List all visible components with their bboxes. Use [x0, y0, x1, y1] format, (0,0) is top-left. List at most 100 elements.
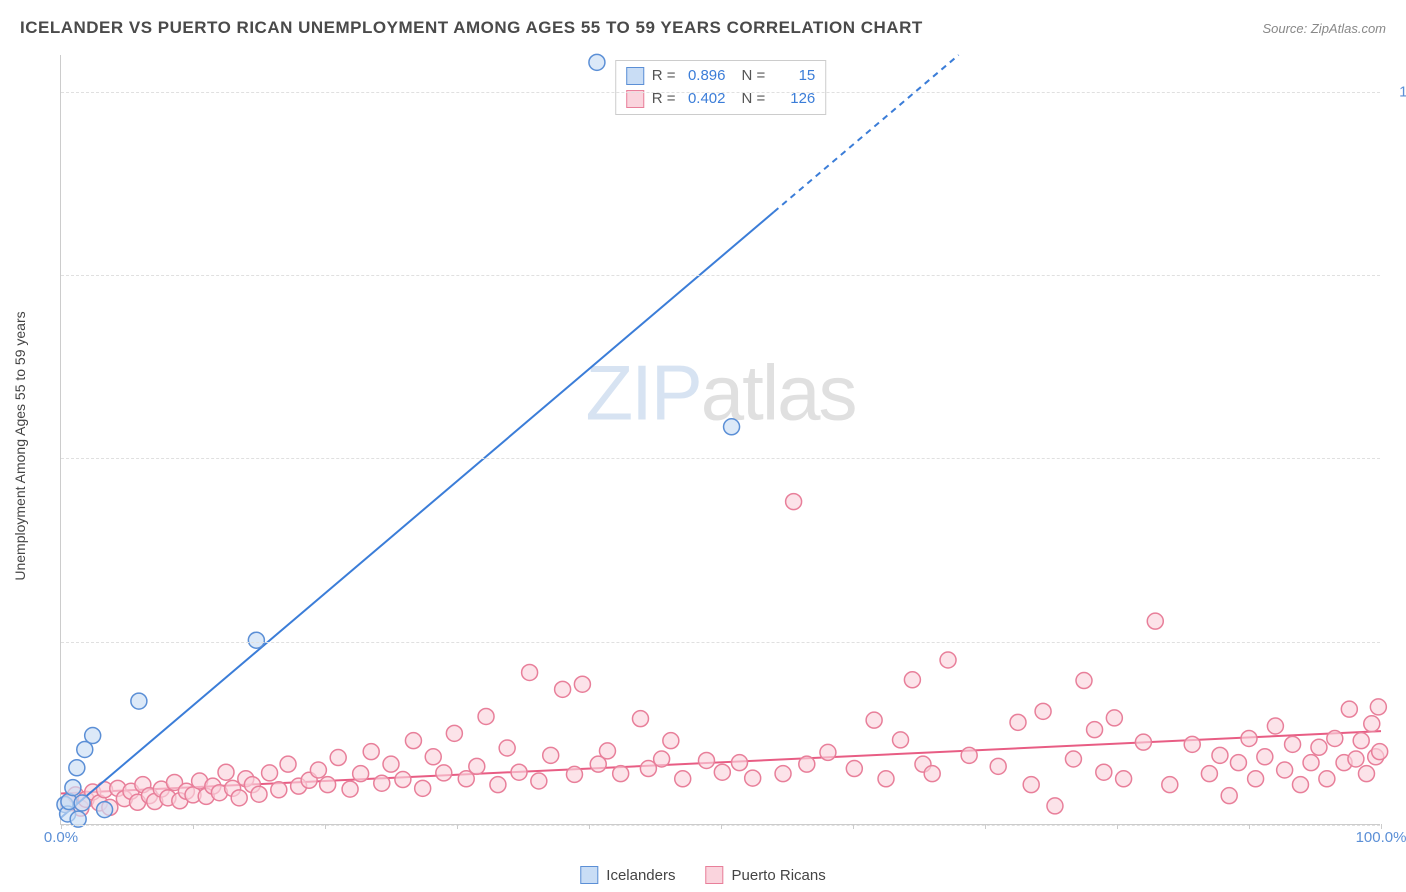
data-point [415, 780, 431, 796]
stat-r-label: R = [652, 65, 676, 88]
data-point [1372, 744, 1388, 760]
chart-area: ZIPatlas R =0.896N =15R =0.402N =126 0.0… [60, 55, 1380, 825]
legend-swatch [626, 67, 644, 85]
data-point [1106, 710, 1122, 726]
x-tick-mark [457, 824, 458, 829]
data-point [97, 802, 113, 818]
data-point [1221, 788, 1237, 804]
data-point [330, 750, 346, 766]
data-point [632, 711, 648, 727]
data-point [589, 54, 605, 70]
gridline [61, 458, 1380, 459]
stat-n-value: 15 [773, 65, 815, 88]
data-point [231, 790, 247, 806]
data-point [395, 772, 411, 788]
data-point [1065, 751, 1081, 767]
y-axis-label: Unemployment Among Ages 55 to 59 years [12, 311, 28, 580]
data-point [799, 756, 815, 772]
data-point [786, 494, 802, 510]
data-point [478, 708, 494, 724]
data-point [1364, 716, 1380, 732]
data-point [1370, 699, 1386, 715]
data-point [654, 751, 670, 767]
plot-svg [61, 55, 1381, 825]
data-point [353, 766, 369, 782]
chart-header: ICELANDER VS PUERTO RICAN UNEMPLOYMENT A… [20, 18, 1386, 38]
x-tick-mark [1117, 824, 1118, 829]
data-point [820, 744, 836, 760]
data-point [1319, 771, 1335, 787]
x-tick-mark [853, 824, 854, 829]
data-point [1201, 766, 1217, 782]
chart-title: ICELANDER VS PUERTO RICAN UNEMPLOYMENT A… [20, 18, 923, 38]
data-point [745, 770, 761, 786]
x-tick-mark [589, 824, 590, 829]
data-point [543, 747, 559, 763]
gridline [61, 642, 1380, 643]
data-point [1277, 762, 1293, 778]
legend-swatch [580, 866, 598, 884]
stat-n-label: N = [742, 65, 766, 88]
data-point [1096, 764, 1112, 780]
data-point [218, 764, 234, 780]
x-tick-mark [325, 824, 326, 829]
data-point [248, 632, 264, 648]
y-tick-label: 75.0% [1390, 267, 1406, 284]
data-point [342, 781, 358, 797]
legend-label: Puerto Ricans [732, 867, 826, 884]
data-point [1135, 734, 1151, 750]
regression-line [61, 212, 774, 818]
data-point [698, 752, 714, 768]
data-point [490, 777, 506, 793]
x-tick-mark [721, 824, 722, 829]
bottom-legend: Icelanders Puerto Ricans [580, 866, 825, 884]
gridline [61, 92, 1380, 93]
data-point [131, 693, 147, 709]
y-tick-label: 100.0% [1390, 83, 1406, 100]
data-point [574, 676, 590, 692]
data-point [310, 762, 326, 778]
data-point [990, 758, 1006, 774]
data-point [69, 760, 85, 776]
legend-swatch [706, 866, 724, 884]
data-point [555, 681, 571, 697]
data-point [1248, 771, 1264, 787]
data-point [405, 733, 421, 749]
data-point [1311, 739, 1327, 755]
plot-region: ZIPatlas R =0.896N =15R =0.402N =126 0.0… [60, 55, 1380, 825]
data-point [1047, 798, 1063, 814]
data-point [1358, 766, 1374, 782]
data-point [1162, 777, 1178, 793]
data-point [65, 780, 81, 796]
legend-item: Icelanders [580, 866, 675, 884]
data-point [1010, 714, 1026, 730]
data-point [1341, 701, 1357, 717]
data-point [251, 786, 267, 802]
data-point [924, 766, 940, 782]
x-tick-mark [193, 824, 194, 829]
data-point [904, 672, 920, 688]
data-point [775, 766, 791, 782]
x-tick-mark [985, 824, 986, 829]
data-point [74, 795, 90, 811]
data-point [663, 733, 679, 749]
data-point [1184, 736, 1200, 752]
data-point [1353, 733, 1369, 749]
data-point [1257, 749, 1273, 765]
data-point [724, 419, 740, 435]
data-point [846, 761, 862, 777]
x-tick-mark [1249, 824, 1250, 829]
data-point [280, 756, 296, 772]
data-point [1116, 771, 1132, 787]
data-point [714, 764, 730, 780]
legend-item: Puerto Ricans [706, 866, 826, 884]
data-point [1076, 673, 1092, 689]
data-point [1147, 613, 1163, 629]
data-point [613, 766, 629, 782]
gridline [61, 275, 1380, 276]
data-point [531, 773, 547, 789]
data-point [1267, 718, 1283, 734]
data-point [499, 740, 515, 756]
data-point [262, 765, 278, 781]
data-point [363, 744, 379, 760]
